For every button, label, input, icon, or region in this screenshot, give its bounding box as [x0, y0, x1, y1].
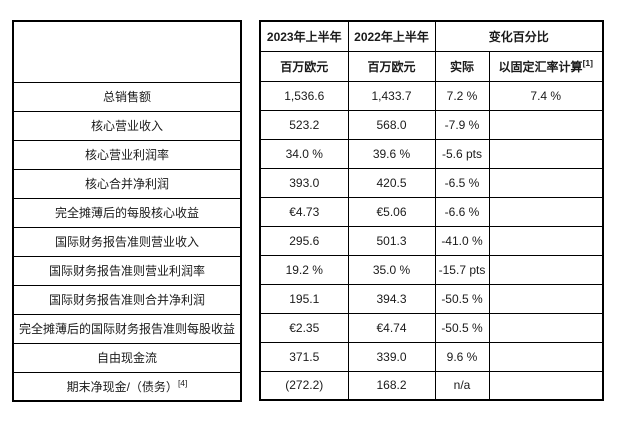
row-label: 国际财务报告准则营业利润率 — [12, 255, 242, 286]
row-label: 核心营业收入 — [12, 110, 242, 141]
cell-constant-fx-change — [488, 109, 604, 140]
figures-row: 1,536.6 1,433.7 7.2 % 7.4 % — [259, 80, 604, 111]
cell-2022: 420.5 — [347, 167, 436, 198]
cell-2022: €5.06 — [347, 196, 436, 227]
figures-row: 34.0 % 39.6 % -5.6 pts — [259, 138, 604, 169]
figures-row: 523.2 568.0 -7.9 % — [259, 109, 604, 140]
cell-2022: 168.2 — [347, 370, 436, 401]
cell-2022: 394.3 — [347, 283, 436, 314]
figures-row: €2.35 €4.74 -50.5 % — [259, 312, 604, 343]
col-header-2023: 2023年上半年 — [259, 20, 349, 52]
row-label: 核心合并净利润 — [12, 168, 242, 199]
row-label: 总销售额 — [12, 81, 242, 112]
label-row: 核心营业利润率 — [12, 139, 242, 170]
row-label: 完全摊薄后的国际财务报告准则每股收益 — [12, 313, 242, 344]
cell-2022: 568.0 — [347, 109, 436, 140]
row-label: 完全摊薄后的每股核心收益 — [12, 197, 242, 228]
row-label: 自由现金流 — [12, 342, 242, 373]
cell-actual-change: n/a — [434, 370, 490, 401]
cell-constant-fx-change — [488, 283, 604, 314]
cell-constant-fx-change — [488, 341, 604, 372]
col-header-actual: 实际 — [434, 50, 490, 82]
label-row: 期末净现金/（债务）[4] — [12, 371, 242, 402]
cell-actual-change: -5.6 pts — [434, 138, 490, 169]
period-header-row: 2023年上半年 2022年上半年 变化百分比 — [259, 20, 604, 52]
col-header-2022: 2022年上半年 — [347, 20, 436, 52]
constant-fx-label: 以固定汇率计算 — [498, 59, 583, 74]
cell-2023: 34.0 % — [259, 138, 349, 169]
cell-2023: (272.2) — [259, 370, 349, 401]
cell-actual-change: -6.6 % — [434, 196, 490, 227]
footnote-marker-1: [1] — [582, 57, 593, 68]
cell-2022: 501.3 — [347, 225, 436, 256]
col-header-constant-fx: 以固定汇率计算[1] — [488, 50, 604, 82]
cell-constant-fx-change — [488, 312, 604, 343]
label-row: 自由现金流 — [12, 342, 242, 373]
label-row: 国际财务报告准则营业利润率 — [12, 255, 242, 286]
row-label: 国际财务报告准则合并净利润 — [12, 284, 242, 315]
corner-blank-cell — [12, 20, 242, 83]
cell-actual-change: -6.5 % — [434, 167, 490, 198]
unit-header-row: 百万欧元 百万欧元 实际 以固定汇率计算[1] — [259, 50, 604, 82]
cell-actual-change: 9.6 % — [434, 341, 490, 372]
cell-2022: €4.74 — [347, 312, 436, 343]
figures-table: 2023年上半年 2022年上半年 变化百分比 百万欧元 百万欧元 实际 以固定… — [259, 20, 605, 401]
cell-2023: 371.5 — [259, 341, 349, 372]
cell-2023: 295.6 — [259, 225, 349, 256]
cell-actual-change: -50.5 % — [434, 283, 490, 314]
row-label: 期末净现金/（债务）[4] — [12, 371, 242, 402]
label-row: 完全摊薄后的每股核心收益 — [12, 197, 242, 228]
unit-header-2022: 百万欧元 — [347, 50, 436, 82]
cell-constant-fx-change — [488, 254, 604, 285]
figures-row: 371.5 339.0 9.6 % — [259, 341, 604, 372]
cell-2023: €4.73 — [259, 196, 349, 227]
col-header-change: 变化百分比 — [434, 20, 604, 52]
label-row: 核心合并净利润 — [12, 168, 242, 199]
figures-row: 295.6 501.3 -41.0 % — [259, 225, 604, 256]
cell-actual-change: -41.0 % — [434, 225, 490, 256]
figures-row: 19.2 % 35.0 % -15.7 pts — [259, 254, 604, 285]
footnote-marker: [4] — [177, 377, 188, 388]
cell-2023: 393.0 — [259, 167, 349, 198]
cell-constant-fx-change — [488, 370, 604, 401]
cell-2022: 339.0 — [347, 341, 436, 372]
label-row: 核心营业收入 — [12, 110, 242, 141]
cell-actual-change: -15.7 pts — [434, 254, 490, 285]
cell-constant-fx-change — [488, 225, 604, 256]
cell-2023: 195.1 — [259, 283, 349, 314]
label-row: 完全摊薄后的国际财务报告准则每股收益 — [12, 313, 242, 344]
figures-row: (272.2) 168.2 n/a — [259, 370, 604, 401]
figures-row: €4.73 €5.06 -6.6 % — [259, 196, 604, 227]
figures-row: 195.1 394.3 -50.5 % — [259, 283, 604, 314]
unit-header-2023: 百万欧元 — [259, 50, 349, 82]
indicator-label-table: 总销售额 核心营业收入 核心营业利润率 核心合并净利润 完全摊薄后的每股核心收益 国际财务… — [12, 20, 242, 402]
cell-actual-change: -7.9 % — [434, 109, 490, 140]
row-label: 国际财务报告准则营业收入 — [12, 226, 242, 257]
label-row: 国际财务报告准则营业收入 — [12, 226, 242, 257]
cell-2022: 1,433.7 — [347, 80, 436, 111]
cell-2023: €2.35 — [259, 312, 349, 343]
cell-actual-change: 7.2 % — [434, 80, 490, 111]
cell-actual-change: -50.5 % — [434, 312, 490, 343]
cell-constant-fx-change — [488, 196, 604, 227]
cell-2022: 35.0 % — [347, 254, 436, 285]
header-spacer-row — [12, 20, 242, 83]
cell-2023: 1,536.6 — [259, 80, 349, 111]
cell-constant-fx-change — [488, 167, 604, 198]
label-row: 国际财务报告准则合并净利润 — [12, 284, 242, 315]
label-row: 总销售额 — [12, 81, 242, 112]
cell-2023: 523.2 — [259, 109, 349, 140]
cell-constant-fx-change: 7.4 % — [488, 80, 604, 111]
figures-row: 393.0 420.5 -6.5 % — [259, 167, 604, 198]
row-label: 核心营业利润率 — [12, 139, 242, 170]
results-table-group: 总销售额 核心营业收入 核心营业利润率 核心合并净利润 完全摊薄后的每股核心收益 国际财务… — [12, 20, 605, 402]
cell-constant-fx-change — [488, 138, 604, 169]
cell-2022: 39.6 % — [347, 138, 436, 169]
cell-2023: 19.2 % — [259, 254, 349, 285]
